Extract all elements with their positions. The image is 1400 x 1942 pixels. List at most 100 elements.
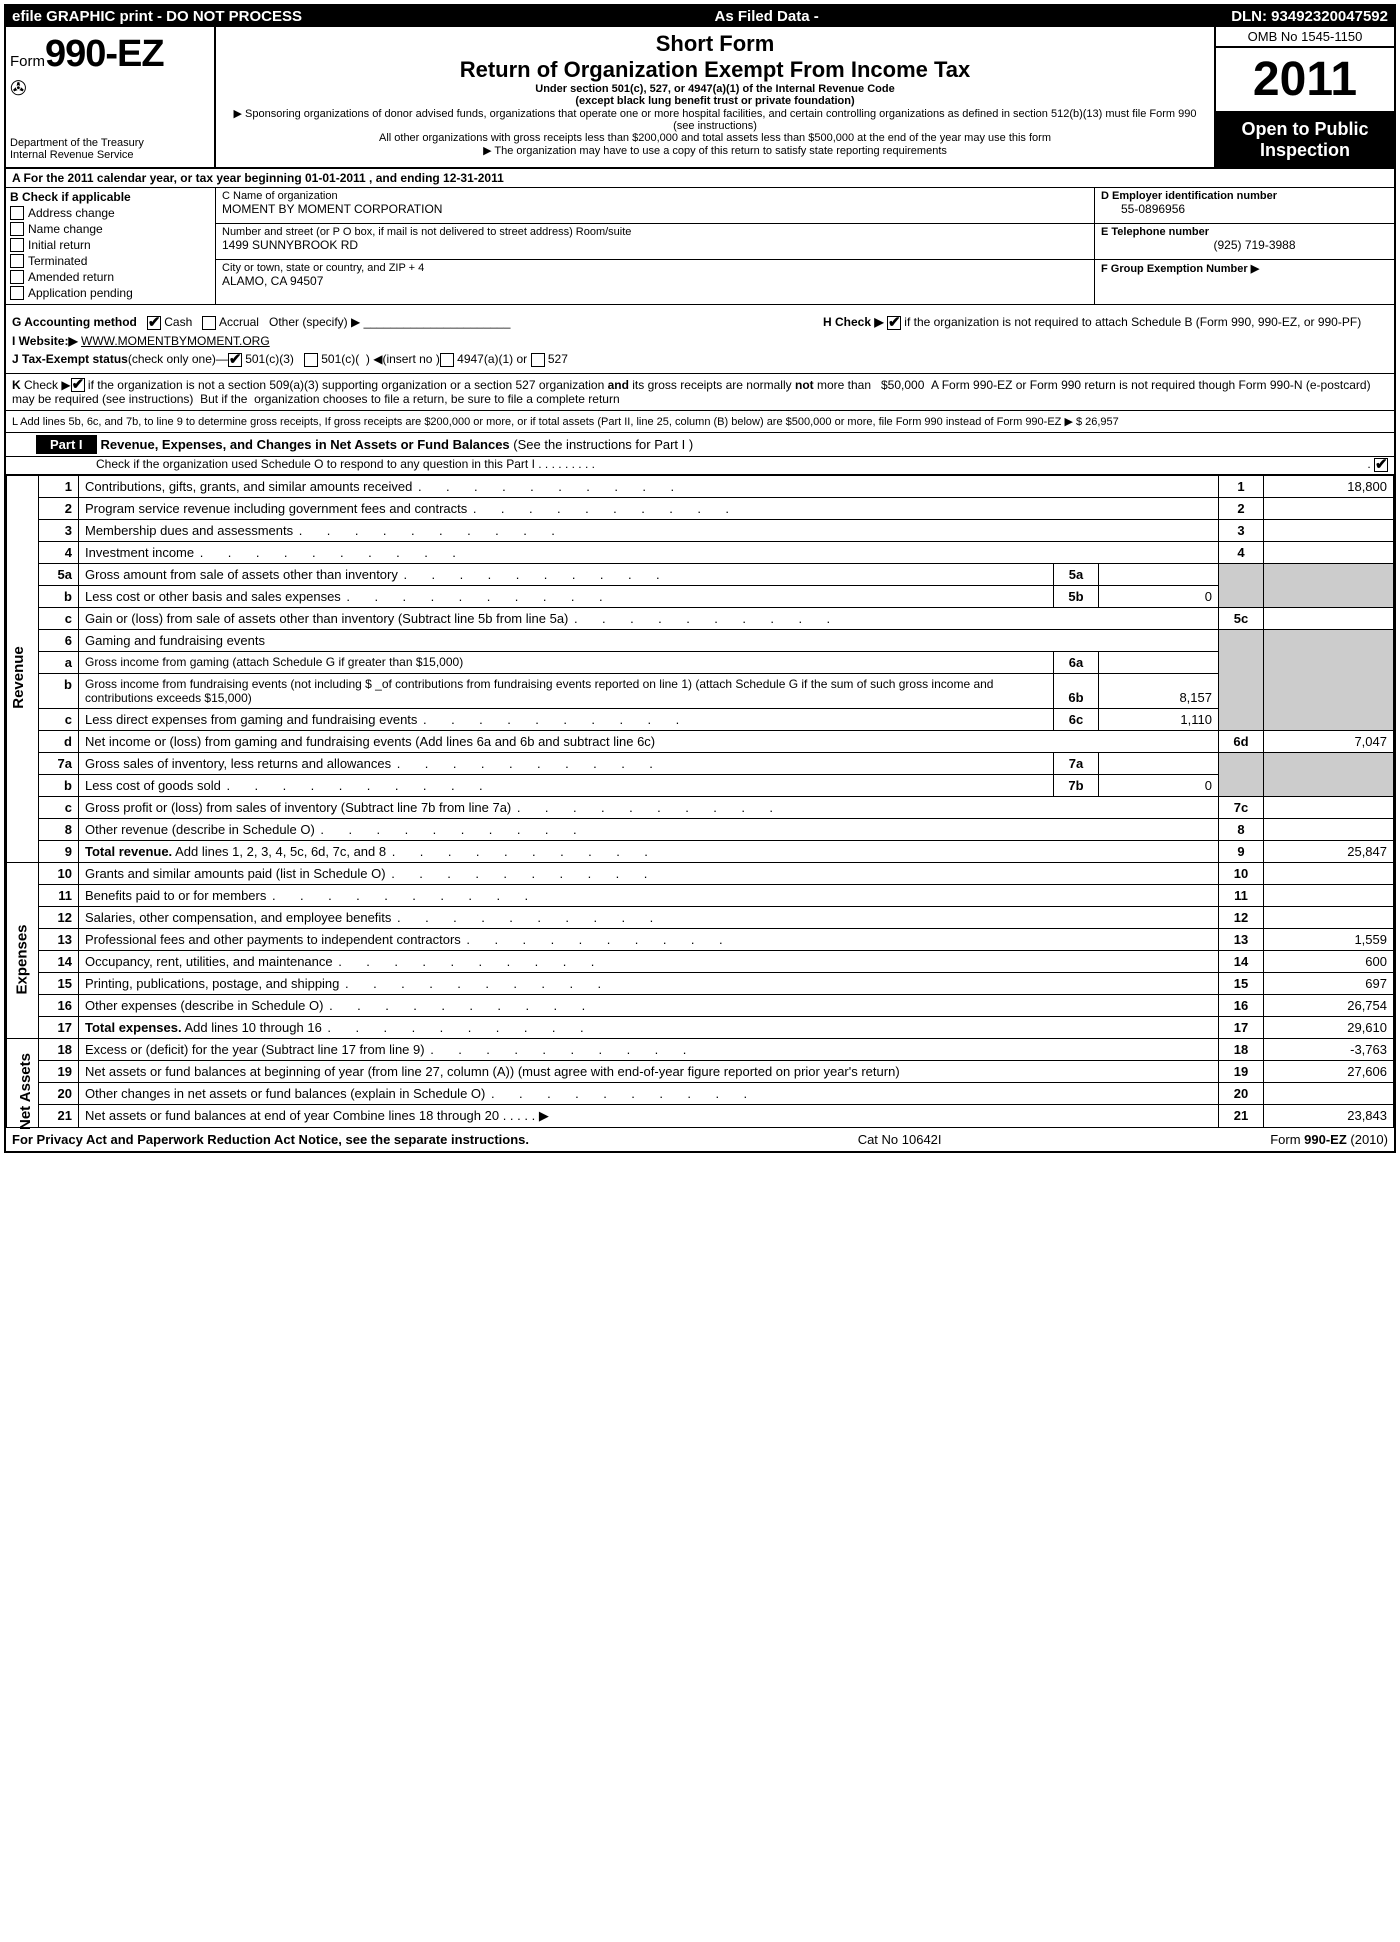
desc: Gaming and fundraising events <box>79 630 1219 652</box>
cb-4947[interactable] <box>440 353 454 367</box>
website-val[interactable]: WWW.MOMENTBYMOMENT.ORG <box>81 334 270 348</box>
cb-amended[interactable]: Amended return <box>10 270 211 284</box>
side-revenue: Revenue <box>7 476 39 863</box>
desc: Other revenue (describe in Schedule O) <box>79 819 1219 841</box>
desc: Net assets or fund balances at end of ye… <box>79 1105 1219 1128</box>
sub-no: 6c <box>1054 709 1099 731</box>
box-val <box>1264 520 1394 542</box>
desc: Total expenses. Add lines 10 through 16 <box>79 1017 1219 1039</box>
desc: Less cost of goods sold <box>79 775 1054 797</box>
box-val: 600 <box>1264 951 1394 973</box>
box-no: 6d <box>1219 731 1264 753</box>
side-net-assets: Net Assets <box>7 1039 39 1128</box>
ln: 12 <box>39 907 79 929</box>
org-addr-block: Number and street (or P O box, if mail i… <box>216 224 1094 260</box>
cb-cash[interactable] <box>147 316 161 330</box>
shade <box>1219 630 1264 731</box>
part1-sub-text: Check if the organization used Schedule … <box>96 457 595 472</box>
sub-no: 5b <box>1054 586 1099 608</box>
org-name: MOMENT BY MOMENT CORPORATION <box>222 202 1088 216</box>
box-val <box>1264 819 1394 841</box>
footer-left: For Privacy Act and Paperwork Reduction … <box>12 1132 529 1147</box>
form-number: Form990-EZ ✇ <box>10 33 210 101</box>
section-l: L Add lines 5b, 6c, and 7b, to line 9 to… <box>6 411 1394 433</box>
desc: Gross profit or (loss) from sales of inv… <box>79 797 1219 819</box>
part1-title2: (See the instructions for Part I ) <box>513 437 693 452</box>
desc: Gross sales of inventory, less returns a… <box>79 753 1054 775</box>
dept-irs: Internal Revenue Service <box>10 149 210 161</box>
box-no: 10 <box>1219 863 1264 885</box>
cb-schedule-o[interactable] <box>1374 458 1388 472</box>
box-val: -3,763 <box>1264 1039 1394 1061</box>
cb-501c3[interactable] <box>228 353 242 367</box>
box-no: 16 <box>1219 995 1264 1017</box>
phone-val: (925) 719-3988 <box>1101 238 1388 252</box>
box-val: 29,610 <box>1264 1017 1394 1039</box>
ln: b <box>39 586 79 608</box>
cb-address-change[interactable]: Address change <box>10 206 211 220</box>
topbar-right: DLN: 93492320047592 <box>1231 8 1388 25</box>
sub2: (except black lung benefit trust or priv… <box>226 95 1204 107</box>
cb-label: Initial return <box>28 238 91 252</box>
desc: Benefits paid to or for members <box>79 885 1219 907</box>
sub1: Under section 501(c), 527, or 4947(a)(1)… <box>226 83 1204 95</box>
section-bcdef: B Check if applicable Address change Nam… <box>6 188 1394 305</box>
line-a: A For the 2011 calendar year, or tax yea… <box>6 169 1394 188</box>
note2: All other organizations with gross recei… <box>226 132 1204 144</box>
box-val <box>1264 907 1394 929</box>
ln: 4 <box>39 542 79 564</box>
sub-no: 5a <box>1054 564 1099 586</box>
cb-label: Terminated <box>28 254 87 268</box>
desc: Other changes in net assets or fund bala… <box>79 1083 1219 1105</box>
ln: a <box>39 652 79 674</box>
org-city: ALAMO, CA 94507 <box>222 274 1088 288</box>
header-left: Form990-EZ ✇ Department of the Treasury … <box>6 27 216 167</box>
ln: 15 <box>39 973 79 995</box>
sub-no: 6b <box>1054 674 1099 709</box>
cb-label: Application pending <box>28 286 133 300</box>
header: Form990-EZ ✇ Department of the Treasury … <box>6 27 1394 169</box>
ln: 17 <box>39 1017 79 1039</box>
cb-initial-return[interactable]: Initial return <box>10 238 211 252</box>
desc: Grants and similar amounts paid (list in… <box>79 863 1219 885</box>
cb-name-change[interactable]: Name change <box>10 222 211 236</box>
box-val <box>1264 1083 1394 1105</box>
ln: 19 <box>39 1061 79 1083</box>
shade <box>1264 630 1394 731</box>
top-bar: efile GRAPHIC print - DO NOT PROCESS As … <box>6 6 1394 27</box>
box-no: 13 <box>1219 929 1264 951</box>
box-val: 18,800 <box>1264 476 1394 498</box>
form-prefix: Form <box>10 53 45 70</box>
ln: 11 <box>39 885 79 907</box>
h-lbl: H Check ▶ <box>823 315 884 329</box>
desc: Gross income from gaming (attach Schedul… <box>79 652 1054 674</box>
part1-title: Revenue, Expenses, and Changes in Net As… <box>101 437 510 452</box>
part1-sub: Check if the organization used Schedule … <box>6 457 1394 475</box>
box-no: 20 <box>1219 1083 1264 1105</box>
box-no: 14 <box>1219 951 1264 973</box>
cb-501c[interactable] <box>304 353 318 367</box>
ln: 16 <box>39 995 79 1017</box>
ein-lbl: D Employer identification number <box>1101 190 1388 202</box>
ln: 14 <box>39 951 79 973</box>
desc: Contributions, gifts, grants, and simila… <box>79 476 1219 498</box>
form-no: 990-EZ <box>45 33 164 75</box>
section-gh: G Accounting method Cash Accrual Other (… <box>6 305 1394 374</box>
cb-accrual[interactable] <box>202 316 216 330</box>
ln: b <box>39 674 79 709</box>
short-form: Short Form <box>226 31 1204 57</box>
addr-lbl: Number and street (or P O box, if mail i… <box>222 226 1088 238</box>
cb-app-pending[interactable]: Application pending <box>10 286 211 300</box>
cb-not-required[interactable] <box>887 316 901 330</box>
cb-terminated[interactable]: Terminated <box>10 254 211 268</box>
cb-527[interactable] <box>531 353 545 367</box>
box-no: 8 <box>1219 819 1264 841</box>
phone-lbl: E Telephone number <box>1101 226 1388 238</box>
desc: Less cost or other basis and sales expen… <box>79 586 1054 608</box>
footer-right: Form 990-EZ (2010) <box>1270 1132 1388 1147</box>
cash-lbl: Cash <box>164 315 192 329</box>
checkbox-icon <box>10 270 24 284</box>
box-no: 21 <box>1219 1105 1264 1128</box>
section-def: D Employer identification number 55-0896… <box>1094 188 1394 304</box>
cb-k[interactable] <box>71 378 85 392</box>
